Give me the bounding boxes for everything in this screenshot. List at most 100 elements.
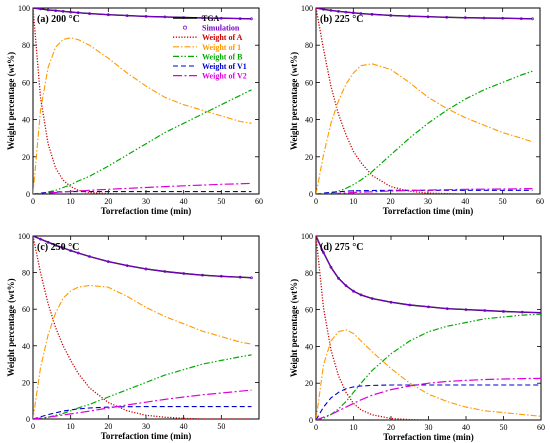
series-group	[316, 8, 534, 194]
series-point-simulation	[329, 265, 333, 269]
y-tick-label: 20	[305, 153, 313, 162]
x-tick-label: 20	[104, 422, 112, 431]
y-tick-label: 60	[305, 78, 313, 87]
series-point-simulation	[445, 307, 449, 311]
series-point-simulation	[163, 270, 167, 273]
series-point-simulation	[351, 11, 355, 15]
chart-panel-3: 0 10 20 30 40 50 0 20 40 60 80 100 Torrefaction time…	[6, 232, 260, 441]
x-tick-label: 40	[462, 423, 470, 432]
y-tick-label: 80	[22, 41, 30, 50]
x-axis-label: Torrefaction time (min)	[383, 432, 473, 442]
y-tick-label: 20	[22, 378, 30, 387]
legend-label: Weight of 1	[202, 43, 241, 52]
legend-swatch	[183, 25, 187, 30]
series-point-simulation	[539, 311, 541, 315]
series-point-simulation	[238, 17, 242, 21]
y-tick-label: 0	[309, 416, 313, 425]
y-tick-label: 80	[22, 269, 30, 278]
legend-label: Simulation	[202, 24, 240, 33]
series-line-weight-of-b	[33, 354, 252, 419]
series-point-simulation	[445, 15, 449, 19]
y-axis-label: Weight percentage (wt%)	[289, 279, 299, 377]
series-point-simulation	[408, 303, 412, 307]
series-point-simulation	[464, 308, 468, 312]
series-point-simulation	[370, 297, 374, 300]
series-point-simulation	[46, 8, 50, 12]
series-point-simulation	[69, 10, 73, 14]
series-line-weight-of-v2	[33, 389, 252, 419]
series-line-weight-of-v2	[316, 377, 541, 420]
series-line-weight-of-b	[316, 70, 533, 194]
series-point-simulation	[502, 310, 505, 313]
y-tick-label: 60	[305, 306, 313, 315]
y-tick-label: 0	[309, 190, 313, 199]
series-line-weight-of-a	[316, 236, 541, 420]
y-tick-label: 60	[22, 78, 30, 87]
series-point-simulation	[389, 14, 393, 17]
series-point-simulation	[144, 267, 148, 271]
y-tick-label: 100	[301, 232, 313, 241]
series-group	[316, 236, 541, 420]
chart-panel-2: 0 10 20 30 40 50 60 0 20 40 60 80 100 Torrefaction ti…	[289, 4, 544, 216]
series-point-simulation	[33, 8, 35, 10]
series-point-simulation	[219, 16, 223, 20]
panel-label: (a) 200 °C	[37, 14, 80, 25]
y-tick-label: 0	[26, 190, 30, 199]
series-point-simulation	[61, 246, 65, 250]
series-point-simulation	[519, 17, 523, 21]
series-point-simulation	[427, 305, 430, 309]
x-tick-label: 0	[31, 422, 35, 431]
series-line-weight-of-1	[33, 37, 252, 194]
y-tick-label: 0	[26, 415, 30, 424]
x-tick-label: 40	[180, 197, 188, 206]
chart-panel-4: 0 10 20 30 40 50 60 0 20 40 60 80 100 Torrefaction ti…	[289, 232, 545, 442]
series-point-simulation	[219, 274, 223, 278]
series-point-simulation	[54, 243, 58, 247]
x-tick-label: 0	[31, 197, 35, 206]
series-line-simulation	[33, 236, 252, 279]
x-tick-label: 10	[67, 422, 75, 431]
series-point-simulation	[359, 12, 363, 15]
x-tick-label: 30	[424, 197, 432, 206]
series-point-simulation	[501, 16, 505, 20]
series-point-simulation	[336, 9, 340, 13]
series-line-weight-of-b	[33, 89, 252, 194]
legend-label: Weight of A	[202, 33, 243, 42]
x-tick-label: 30	[142, 197, 150, 206]
series-point-simulation	[61, 9, 65, 13]
series-point-simulation	[76, 251, 80, 255]
series-point-simulation	[344, 284, 348, 288]
y-tick-label: 60	[22, 305, 30, 314]
x-tick-label: 30	[425, 423, 433, 432]
series-point-simulation	[125, 264, 129, 268]
series-point-simulation	[359, 293, 363, 297]
series-point-simulation	[106, 260, 110, 264]
series-point-simulation	[238, 275, 242, 279]
panel-label: (b) 225 °C	[320, 14, 363, 25]
x-tick-label: 40	[461, 197, 469, 206]
x-tick-label: 60	[536, 197, 544, 206]
plot-frame	[32, 235, 260, 420]
y-tick-label: 100	[18, 232, 30, 241]
x-axis-label: Torrefaction time (min)	[383, 206, 473, 216]
x-tick-label: 20	[387, 423, 395, 432]
legend-label: TGA	[202, 14, 220, 23]
series-point-simulation	[88, 12, 91, 15]
series-point-simulation	[106, 13, 110, 17]
x-tick-label: 50	[499, 197, 507, 206]
series-point-simulation	[329, 9, 333, 12]
series-point-simulation	[163, 15, 167, 19]
y-axis-label: Weight percentage (wt%)	[6, 52, 16, 150]
series-point-simulation	[483, 309, 487, 312]
y-tick-label: 80	[305, 41, 313, 50]
series-line-weight-of-1	[316, 63, 533, 194]
series-line-weight-of-v1	[316, 384, 541, 420]
series-point-simulation	[69, 249, 73, 253]
series-line-weight-of-v2	[316, 188, 533, 194]
series-line-weight-of-v2	[33, 182, 252, 194]
x-tick-label: 40	[180, 422, 188, 431]
x-tick-label: 10	[67, 197, 75, 206]
series-point-simulation	[201, 273, 204, 277]
x-tick-label: 0	[314, 197, 318, 206]
